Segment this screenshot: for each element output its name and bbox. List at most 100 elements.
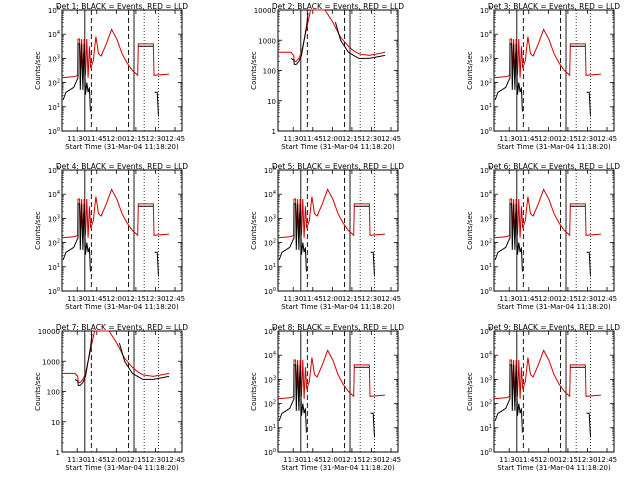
- y-tick-label: 103: [480, 54, 492, 63]
- y-tick-label: 100: [264, 287, 276, 296]
- x-tick-label: 11:30: [283, 456, 303, 464]
- x-tick-label: 11:45: [303, 456, 323, 464]
- y-tick-label: 102: [480, 79, 492, 88]
- y-tick-label: 105: [48, 6, 60, 15]
- y-tick-exponent: 5: [273, 166, 276, 172]
- plot-frame: [61, 169, 183, 292]
- y-tick-label: 104: [480, 30, 492, 39]
- y-tick-label: 100: [480, 448, 492, 457]
- x-tick-label: 12:00: [322, 295, 342, 303]
- y-tick-exponent: 2: [57, 79, 60, 85]
- y-tick-label: 1: [272, 128, 276, 136]
- x-tick-label: 12:45: [165, 295, 185, 303]
- y-tick-exponent: 4: [57, 190, 60, 196]
- x-tick-label: 12:00: [106, 456, 126, 464]
- y-tick-exponent: 0: [273, 448, 276, 454]
- y-tick-exponent: 1: [273, 424, 276, 430]
- y-tick-label: 10000: [254, 7, 276, 15]
- x-tick-label: 12:00: [538, 135, 558, 143]
- y-tick-label: 103: [48, 54, 60, 63]
- y-tick-label: 10000: [38, 328, 60, 336]
- y-tick-label: 104: [48, 30, 60, 39]
- x-tick-label: 12:30: [361, 456, 381, 464]
- x-tick-label: 12:30: [361, 295, 381, 303]
- y-tick-label: 102: [480, 239, 492, 248]
- y-tick-label: 103: [480, 375, 492, 384]
- plot-frame: [493, 169, 615, 292]
- y-tick-exponent: 1: [57, 263, 60, 269]
- y-tick-label: 104: [480, 351, 492, 360]
- y-tick-exponent: 2: [273, 400, 276, 406]
- x-tick-label: 12:00: [106, 135, 126, 143]
- events-series-line: [278, 203, 375, 277]
- x-axis-label: Start Time (31-Mar-04 11:18:20): [497, 143, 611, 151]
- y-tick-label: 102: [48, 239, 60, 248]
- x-tick-label: 12:45: [597, 456, 617, 464]
- x-tick-label: 12:15: [342, 135, 362, 143]
- y-tick-label: 101: [480, 263, 492, 272]
- y-tick-exponent: 2: [489, 239, 492, 245]
- y-tick-label: 101: [480, 103, 492, 112]
- y-tick-label: 101: [264, 424, 276, 433]
- x-tick-label: 12:45: [597, 135, 617, 143]
- x-tick-label: 11:30: [499, 456, 519, 464]
- y-tick-label: 101: [264, 263, 276, 272]
- y-tick-exponent: 4: [57, 30, 60, 36]
- plot-frame: [493, 9, 615, 132]
- x-tick-label: 11:45: [519, 295, 539, 303]
- y-tick-label: 100: [48, 287, 60, 296]
- x-tick-label: 11:45: [303, 135, 323, 143]
- y-tick-exponent: 4: [489, 30, 492, 36]
- x-axis-label: Start Time (31-Mar-04 11:18:20): [65, 143, 179, 151]
- x-tick-label: 12:30: [145, 456, 165, 464]
- subplot-title: Det 7: BLACK = Events, RED = LLD: [56, 323, 188, 332]
- x-axis-label: Start Time (31-Mar-04 11:18:20): [497, 303, 611, 311]
- x-tick-label: 11:30: [283, 295, 303, 303]
- y-tick-exponent: 4: [273, 190, 276, 196]
- subplot-det-1: Det 1: BLACK = Events, RED = LLD10010110…: [34, 2, 188, 151]
- x-axis-label: Start Time (31-Mar-04 11:18:20): [281, 464, 395, 472]
- y-tick-exponent: 5: [489, 6, 492, 12]
- x-tick-label: 12:00: [106, 295, 126, 303]
- x-tick-label: 11:30: [67, 456, 87, 464]
- y-tick-exponent: 0: [57, 287, 60, 293]
- subplot-title: Det 4: BLACK = Events, RED = LLD: [56, 162, 188, 171]
- subplot-det-8: Det 8: BLACK = Events, RED = LLD10010110…: [250, 323, 404, 472]
- events-series-line: [74, 333, 170, 386]
- x-tick-label: 12:45: [165, 456, 185, 464]
- y-tick-label: 1000: [258, 37, 276, 45]
- y-tick-label: 105: [480, 6, 492, 15]
- y-tick-exponent: 2: [273, 239, 276, 245]
- subplot-title: Det 8: BLACK = Events, RED = LLD: [272, 323, 404, 332]
- y-tick-label: 105: [264, 166, 276, 175]
- y-tick-exponent: 5: [489, 166, 492, 172]
- x-tick-label: 12:45: [597, 295, 617, 303]
- y-tick-exponent: 5: [57, 6, 60, 12]
- y-tick-label: 103: [264, 214, 276, 223]
- y-tick-exponent: 3: [57, 54, 60, 60]
- subplot-det-7: Det 7: BLACK = Events, RED = LLD 1 10 100 10…: [34, 323, 188, 472]
- subplot-title: Det 1: BLACK = Events, RED = LLD: [56, 2, 188, 11]
- x-tick-label: 12:15: [558, 135, 578, 143]
- y-tick-exponent: 3: [489, 214, 492, 220]
- x-tick-label: 11:30: [67, 135, 87, 143]
- x-tick-label: 12:15: [342, 456, 362, 464]
- x-tick-label: 11:30: [67, 295, 87, 303]
- x-tick-label: 11:30: [499, 135, 519, 143]
- y-tick-exponent: 4: [489, 190, 492, 196]
- x-tick-label: 11:45: [87, 135, 107, 143]
- y-tick-label: 104: [48, 190, 60, 199]
- x-tick-label: 12:45: [381, 295, 401, 303]
- x-tick-label: 12:30: [361, 135, 381, 143]
- y-tick-exponent: 2: [489, 79, 492, 85]
- y-tick-exponent: 0: [273, 287, 276, 293]
- x-tick-label: 12:45: [381, 456, 401, 464]
- y-axis-label: Counts/sec: [466, 51, 474, 90]
- y-tick-label: 105: [264, 327, 276, 336]
- x-axis-label: Start Time (31-Mar-04 11:18:20): [281, 303, 395, 311]
- x-tick-label: 11:45: [303, 295, 323, 303]
- events-series-line: [278, 364, 375, 438]
- plot-frame: [493, 330, 615, 453]
- y-tick-label: 1: [56, 449, 60, 457]
